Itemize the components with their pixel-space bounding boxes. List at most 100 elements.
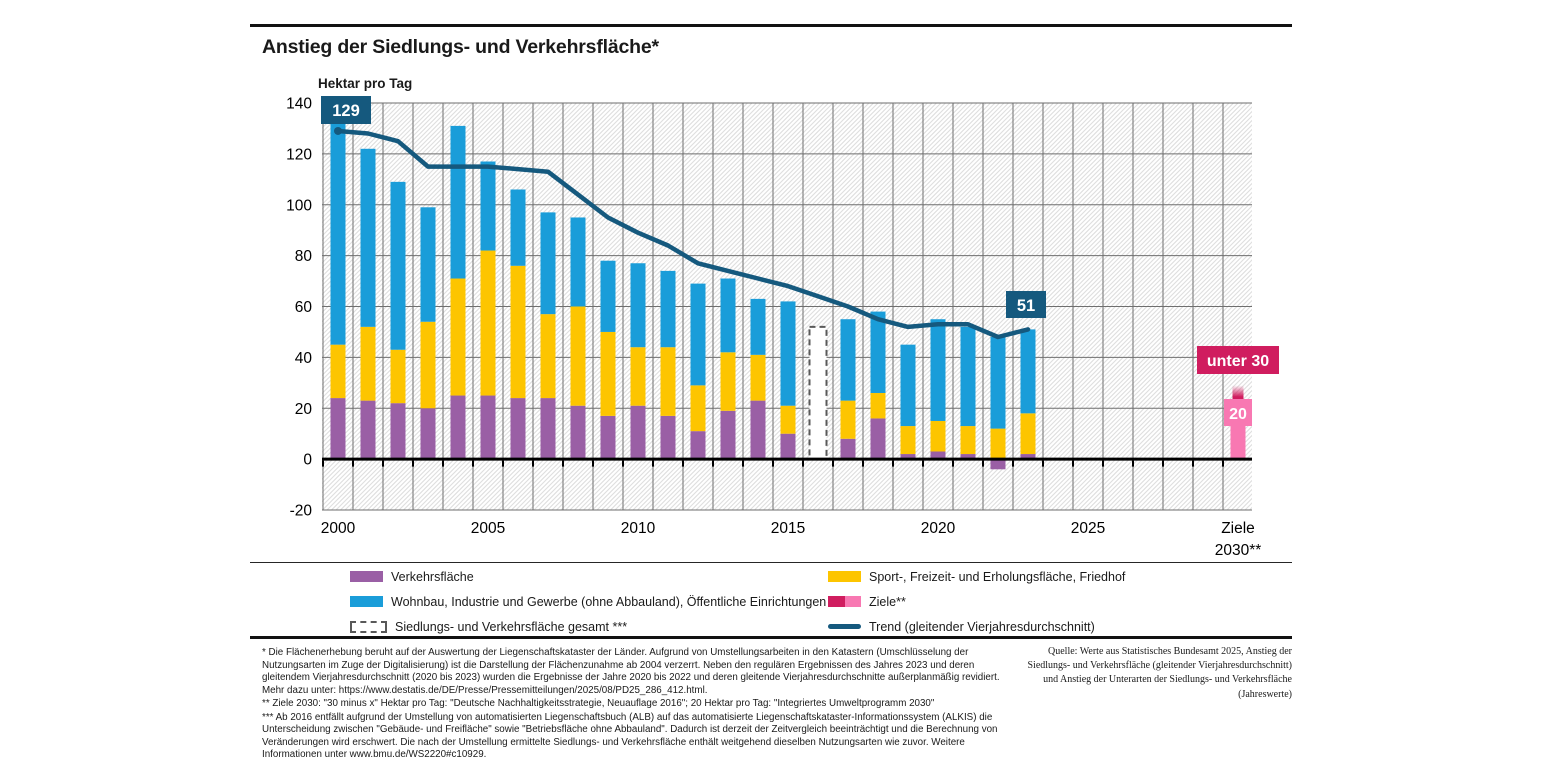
axis-tick [1042,460,1044,467]
badge-unter-30-label: unter 30 [1207,353,1269,370]
dashed-total-bar [808,325,828,461]
axis-tick [322,460,324,467]
legend-swatch-verkehrsflaeche [350,571,383,582]
x-target-label: 2030** [1215,542,1262,559]
bar-segment-2002 [390,403,406,460]
page-title: Anstieg der Siedlungs- und Verkehrsfläch… [262,36,659,58]
axis-tick [712,460,714,467]
axis-tick [1192,460,1194,467]
bar-segment-2001 [360,326,376,401]
badge-trend-start [321,96,371,124]
bar-segment-2018 [870,392,886,419]
bar-segment-2007 [540,212,556,315]
trend-line [335,128,1031,340]
axis-tick [1072,460,1074,467]
badge-trend-end-label: 51 [1017,297,1035,315]
bar-segment-2004 [450,395,466,460]
legend-item-ziele: Ziele** [828,594,906,609]
bar-segment-2023 [1020,329,1036,414]
bar-segment-2018 [870,311,886,393]
bar-segment-2010 [630,405,646,460]
y-tick-label: 80 [295,248,313,265]
bar-segment-2008 [570,405,586,460]
y-tick-label: 60 [295,299,313,316]
legend-swatch-sport [828,571,861,582]
bar-segment-2014 [750,298,766,355]
bar-segment-2007 [540,398,556,460]
bar-segment-2022 [990,337,1006,429]
bar-segment-2013 [720,352,736,411]
axis-tick [412,460,414,467]
legend-label: Verkehrsfläche [391,569,474,584]
bar-segment-2011 [660,347,676,416]
bar-segment-2009 [600,260,616,332]
x-tick-label: 2020 [921,520,956,537]
bar-segment-2009 [600,415,616,460]
y-tick-label: 20 [295,401,313,418]
bar-segment-2008 [570,306,586,406]
bar-segment-2001 [360,400,376,460]
legend-item-trend: Trend (gleitender Vierjahresdurchschnitt… [828,620,1095,634]
y-tick-label: 0 [303,452,312,469]
bar-segment-2012 [690,431,706,460]
bar-segment-2014 [750,354,766,401]
axis-tick [772,460,774,467]
y-tick-label: -20 [290,503,313,520]
axis-tick [832,460,834,467]
bar-segment-2019 [900,426,916,455]
x-tick-label: 2000 [321,520,356,537]
bar-segment-2000 [330,344,346,399]
bar-segment-2019 [900,344,916,427]
bar-segment-2018 [870,418,886,460]
axis-tick [502,460,504,467]
axis-tick [922,460,924,467]
bar-segment-2005 [480,250,496,396]
legend-item-verkehrsflaeche: Verkehrsfläche [350,569,474,584]
bar-segment-2015 [780,301,796,406]
legend-swatch-wohnbau [350,596,383,607]
legend-item-gesamt-dashed: Siedlungs- und Verkehrsfläche gesamt *** [350,619,628,634]
x-tick-label: 2010 [621,520,656,537]
bar-segment-2021 [960,454,976,460]
bar-segment-2001 [360,148,376,327]
axis-tick [802,460,804,467]
axis-tick [952,460,954,467]
legend-label: Siedlungs- und Verkehrsfläche gesamt *** [395,619,628,634]
axis-tick [472,460,474,467]
axis-tick [352,460,354,467]
source-note: Quelle: Werte aus Statistisches Bundesam… [1027,646,1292,700]
bar-segment-2012 [690,385,706,432]
y-tick-label: 120 [286,146,312,163]
bar-segment-2013 [720,410,736,460]
bar-segment-2008 [570,217,586,307]
x-tick-label: 2025 [1071,520,1105,537]
bar-segment-2005 [480,395,496,460]
bar-segment-2021 [960,426,976,455]
x-target-label: Ziele [1221,520,1255,537]
bar-segment-2011 [660,270,676,348]
axis-tick [1222,460,1224,467]
axis-tick [682,460,684,467]
bar-segment-2015 [780,405,796,434]
bar-segment-2004 [450,125,466,279]
legend-label: Ziele** [869,594,906,609]
axis-tick [532,460,534,467]
badge-trend-start-label: 129 [332,102,360,120]
legend-bottom-rule [250,636,1292,639]
badge-20-label: 20 [1229,406,1247,423]
bar-segment-2010 [630,263,646,348]
target-bar-unter-30 [1232,385,1244,409]
bar-segment-2017 [840,319,856,401]
bar-segment-2020 [930,420,946,452]
legend-label: Wohnbau, Industrie und Gewerbe (ohne Abb… [391,594,827,609]
bar-segment-2012 [690,283,706,386]
footnote-2: ** Ziele 2030: "30 minus x" Hektar pro T… [262,698,935,710]
axis-tick [652,460,654,467]
bar-segment-2020 [930,451,946,460]
bar-segment-2017 [840,400,856,439]
y-axis-title: Hektar pro Tag [318,76,413,91]
legend-top-rule [250,562,1292,563]
bar-segment-2015 [780,433,796,460]
